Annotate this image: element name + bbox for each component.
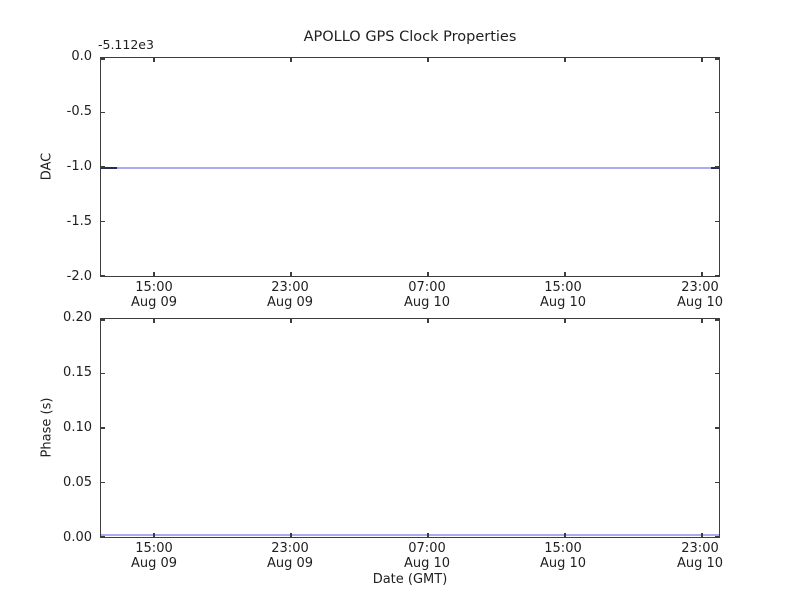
y-axis-label-phase: Phase (s)	[39, 397, 55, 458]
tick-mark	[715, 166, 719, 168]
xtick-label: 23:00 Aug 10	[676, 280, 724, 310]
tick-mark	[427, 533, 429, 537]
ytick-label: -1.0	[66, 159, 92, 174]
tick-mark	[290, 272, 292, 276]
tick-mark	[153, 319, 155, 323]
ytick-label: -1.5	[66, 214, 92, 229]
top-plot-area	[100, 57, 720, 277]
xtick-label: 23:00 Aug 09	[266, 280, 314, 310]
tick-mark	[715, 535, 719, 537]
tick-mark	[701, 319, 703, 323]
tick-mark	[715, 58, 719, 60]
dac-data-line	[101, 167, 719, 169]
tick-mark	[153, 272, 155, 276]
tick-mark	[701, 533, 703, 537]
tick-mark	[101, 166, 105, 168]
tick-mark	[153, 58, 155, 62]
xtick-label: 07:00 Aug 10	[403, 280, 451, 310]
tick-mark	[290, 533, 292, 537]
tick-mark	[101, 535, 105, 537]
tick-mark	[290, 319, 292, 323]
tick-mark	[427, 319, 429, 323]
dac-data-line-dense-start	[101, 167, 117, 169]
ytick-label: -0.5	[66, 104, 92, 119]
tick-mark	[101, 111, 105, 113]
tick-mark	[101, 319, 105, 321]
ytick-label: 0.15	[63, 365, 92, 380]
ytick-label: 0.20	[63, 310, 92, 325]
tick-mark	[715, 427, 719, 429]
ytick-label: 0.0	[71, 49, 92, 64]
tick-mark	[101, 58, 105, 60]
xtick-label: 15:00 Aug 09	[130, 541, 178, 571]
tick-mark	[715, 481, 719, 483]
tick-mark	[101, 481, 105, 483]
tick-mark	[153, 533, 155, 537]
chart-title: APOLLO GPS Clock Properties	[303, 29, 517, 45]
tick-mark	[101, 372, 105, 374]
tick-mark	[701, 58, 703, 62]
tick-mark	[564, 319, 566, 323]
xtick-label: 15:00 Aug 10	[539, 280, 587, 310]
tick-mark	[427, 272, 429, 276]
bottom-plot-area	[100, 318, 720, 538]
ytick-label: 0.10	[63, 420, 92, 435]
xtick-label: 07:00 Aug 10	[403, 541, 451, 571]
tick-mark	[427, 58, 429, 62]
tick-mark	[715, 319, 719, 321]
xtick-label: 23:00 Aug 10	[676, 541, 724, 571]
tick-mark	[101, 427, 105, 429]
tick-mark	[101, 220, 105, 222]
y-axis-offset-text: -5.112e3	[98, 37, 154, 52]
ytick-label: 0.00	[63, 530, 92, 545]
xtick-label: 15:00 Aug 10	[539, 541, 587, 571]
ytick-label: -2.0	[66, 269, 92, 284]
tick-mark	[101, 274, 105, 276]
xtick-label: 23:00 Aug 09	[266, 541, 314, 571]
tick-mark	[564, 58, 566, 62]
dac-data-line-dense-end	[711, 167, 719, 169]
tick-mark	[715, 220, 719, 222]
xtick-label: 15:00 Aug 09	[130, 280, 178, 310]
tick-mark	[715, 372, 719, 374]
tick-mark	[701, 272, 703, 276]
x-axis-label-date-gmt: Date (GMT)	[372, 572, 448, 587]
tick-mark	[290, 58, 292, 62]
y-axis-label-dac: DAC	[39, 152, 55, 181]
tick-mark	[564, 272, 566, 276]
phase-data-line	[101, 534, 719, 536]
tick-mark	[715, 111, 719, 113]
ytick-label: 0.05	[63, 475, 92, 490]
tick-mark	[715, 274, 719, 276]
tick-mark	[564, 533, 566, 537]
